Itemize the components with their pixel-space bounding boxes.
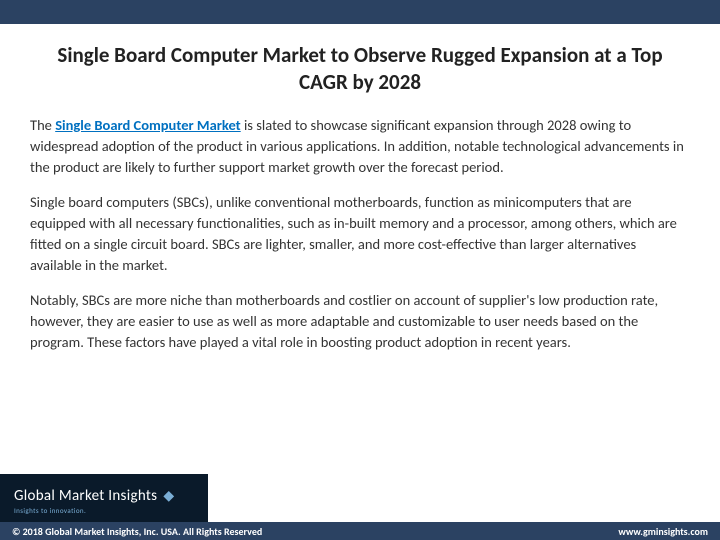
logo-main: Global Market Insights ◆ <box>14 487 174 505</box>
page-title: Single Board Computer Market to Observe … <box>30 42 690 97</box>
logo-tagline: Insights to innovation. <box>14 506 174 515</box>
paragraph-2: Single board computers (SBCs), unlike co… <box>30 192 690 276</box>
market-link[interactable]: Single Board Computer Market <box>55 116 241 134</box>
footer-copyright: © 2018 Global Market Insights, Inc. USA.… <box>12 525 262 538</box>
footer-bar: © 2018 Global Market Insights, Inc. USA.… <box>0 522 720 540</box>
top-bar <box>0 0 720 24</box>
leaf-icon: ◆ <box>163 487 174 504</box>
p1-prefix: The <box>30 116 55 134</box>
content-area: Single Board Computer Market to Observe … <box>0 24 720 377</box>
logo-main-text: Global Market Insights <box>14 487 157 505</box>
footer-website: www.gminsights.com <box>618 525 708 538</box>
paragraph-3: Notably, SBCs are more niche than mother… <box>30 290 690 353</box>
logo-area: Global Market Insights ◆ Insights to inno… <box>0 474 208 528</box>
paragraph-1: The Single Board Computer Market is slat… <box>30 115 690 178</box>
logo-text-block: Global Market Insights ◆ Insights to inno… <box>14 487 174 515</box>
